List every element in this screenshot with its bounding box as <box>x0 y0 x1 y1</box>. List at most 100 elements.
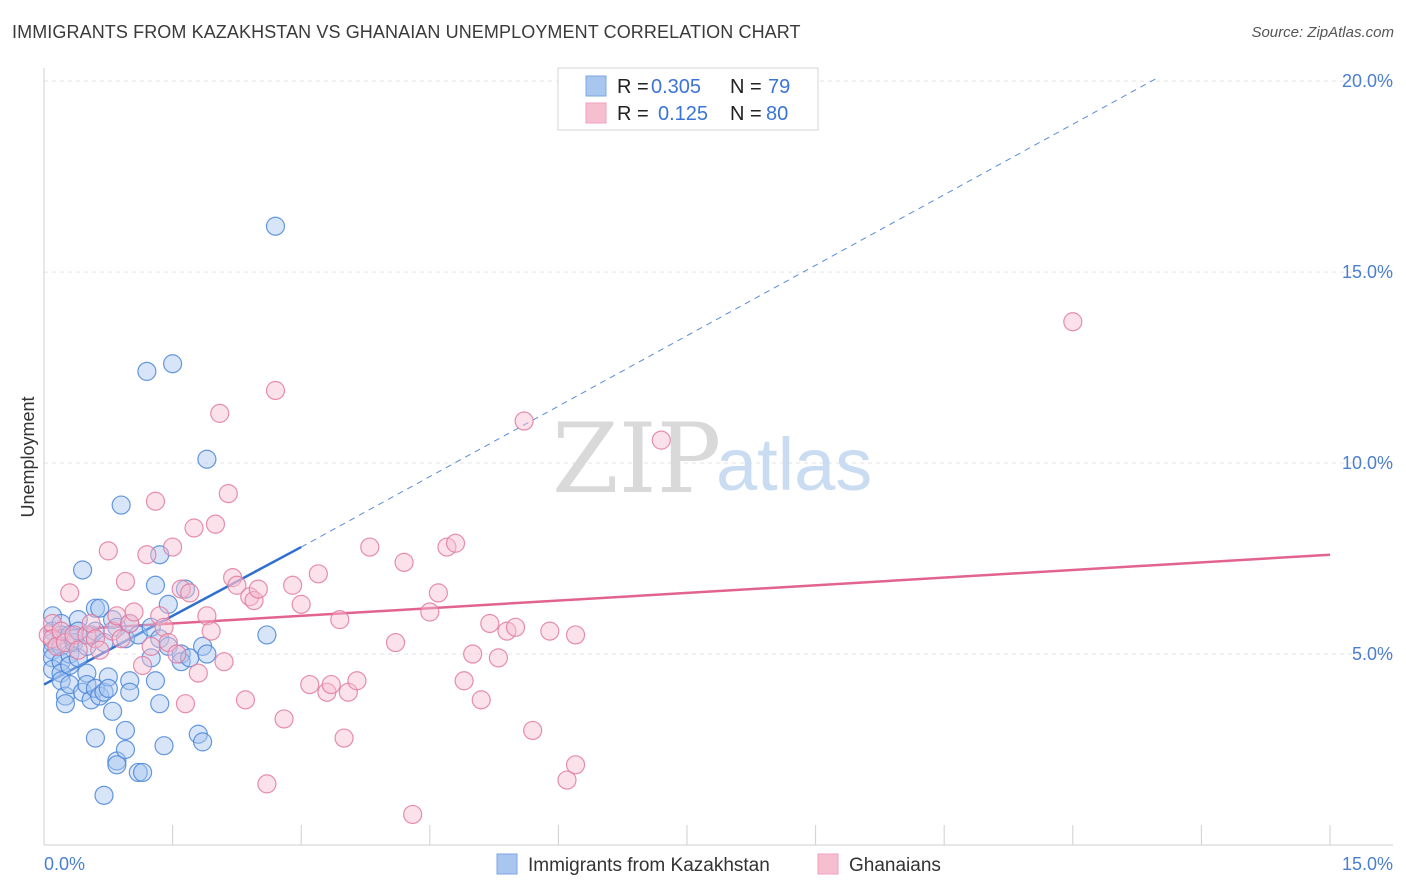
data-point-kazakhstan <box>265 216 286 236</box>
data-point-kazakhstan <box>115 720 136 741</box>
data-point-ghanaians <box>480 613 500 634</box>
data-point-ghanaians <box>51 621 71 641</box>
trend-line-kazakhstan-extrapolated <box>300 76 1159 548</box>
data-point-ghanaians <box>68 640 88 660</box>
data-point-ghanaians <box>124 602 144 622</box>
legend-r-label-blue: R = <box>617 76 649 98</box>
data-point-kazakhstan <box>145 671 166 691</box>
legend-bottom-swatch-pink <box>817 853 839 875</box>
y-tick-labels: 5.0% 10.0% 15.0% 20.0% <box>1342 71 1393 664</box>
data-point-kazakhstan <box>68 610 88 630</box>
data-point-ghanaians <box>321 674 341 695</box>
data-point-ghanaians <box>150 606 170 626</box>
data-point-ghanaians <box>454 671 474 691</box>
legend-n-label-blue: N = <box>730 76 762 98</box>
data-point-ghanaians <box>394 552 414 572</box>
data-point-kazakhstan <box>145 575 166 595</box>
data-point-ghanaians <box>188 663 208 683</box>
data-point-ghanaians <box>514 411 534 431</box>
legend-top: R = 0.305 N = 79 R = 0.125 N = 80 <box>557 67 819 131</box>
data-point-ghanaians <box>1063 312 1083 332</box>
legend-r-value-pink: 0.125 <box>658 103 708 125</box>
data-point-kazakhstan <box>85 598 106 618</box>
watermark-zip: ZIP <box>552 403 721 515</box>
data-point-ghanaians <box>137 545 157 565</box>
data-point-ghanaians <box>132 655 153 676</box>
data-point-ghanaians <box>180 583 200 603</box>
data-point-ghanaians <box>60 583 80 603</box>
data-point-ghanaians <box>471 690 491 710</box>
data-point-ghanaians <box>557 770 577 790</box>
axes <box>43 68 1393 846</box>
data-point-ghanaians <box>565 625 586 645</box>
data-point-ghanaians <box>428 583 448 603</box>
data-point-ghanaians <box>488 648 508 668</box>
data-point-ghanaians <box>90 640 110 660</box>
data-point-ghanaians <box>201 621 221 641</box>
data-point-ghanaians <box>98 541 118 561</box>
x-tick-label-max: 15.0% <box>1342 854 1393 874</box>
data-point-kazakhstan <box>120 682 140 702</box>
data-point-ghanaians <box>218 484 238 504</box>
data-point-ghanaians <box>184 518 204 538</box>
data-point-ghanaians <box>445 533 466 553</box>
data-point-ghanaians <box>651 430 671 450</box>
data-point-kazakhstan <box>72 560 93 580</box>
grid <box>44 80 1393 655</box>
data-point-ghanaians <box>330 610 350 630</box>
data-point-kazakhstan <box>197 449 217 469</box>
data-point-ghanaians <box>334 728 354 748</box>
data-point-ghanaians <box>175 694 196 714</box>
data-point-ghanaians <box>420 602 440 622</box>
data-point-kazakhstan <box>193 732 213 752</box>
legend-n-label-pink: N = <box>730 103 762 125</box>
data-point-ghanaians <box>227 575 247 595</box>
data-point-ghanaians <box>214 652 234 672</box>
data-point-kazakhstan <box>115 739 136 760</box>
data-point-ghanaians <box>523 720 543 741</box>
series-kazakhstan-points <box>42 216 286 805</box>
legend-bottom-label-blue: Immigrants from Kazakhstan <box>528 855 770 876</box>
data-point-ghanaians <box>385 632 406 653</box>
data-point-ghanaians <box>85 629 106 649</box>
data-point-ghanaians <box>244 590 264 611</box>
data-point-kazakhstan <box>150 694 170 714</box>
data-point-kazakhstan <box>85 728 106 748</box>
data-point-ghanaians <box>505 617 526 637</box>
legend-bottom: Immigrants from Kazakhstan Ghanaians <box>496 853 941 876</box>
watermark-atlas: atlas <box>716 423 872 506</box>
data-point-ghanaians <box>145 491 166 511</box>
data-point-kazakhstan <box>257 625 277 645</box>
data-point-kazakhstan <box>137 361 157 381</box>
legend-r-label-pink: R = <box>617 103 649 125</box>
data-point-ghanaians <box>120 613 140 634</box>
legend-n-value-pink: 80 <box>766 103 788 125</box>
data-point-kazakhstan <box>102 701 123 721</box>
data-point-kazakhstan <box>128 762 148 783</box>
y-tick-label: 15.0% <box>1342 262 1393 282</box>
chart-title: IMMIGRANTS FROM KAZAKHSTAN VS GHANAIAN U… <box>12 22 801 42</box>
data-point-ghanaians <box>115 571 136 592</box>
data-point-ghanaians <box>111 629 131 649</box>
data-point-ghanaians <box>360 537 380 557</box>
data-point-ghanaians <box>163 537 183 557</box>
y-tick-label: 10.0% <box>1342 453 1393 473</box>
data-point-ghanaians <box>248 579 268 599</box>
y-tick-label: 5.0% <box>1352 644 1393 664</box>
data-point-kazakhstan <box>120 671 140 691</box>
data-point-kazakhstan <box>197 644 217 664</box>
data-point-ghanaians <box>141 636 161 656</box>
data-point-ghanaians <box>565 755 586 775</box>
data-point-ghanaians <box>403 804 423 825</box>
data-point-kazakhstan <box>132 762 153 783</box>
data-point-ghanaians <box>235 690 256 710</box>
legend-swatch-blue <box>585 75 607 97</box>
y-axis-label: Unemployment <box>18 396 38 517</box>
legend-n-value-blue: 79 <box>768 76 790 98</box>
legend-r-value-blue: 0.305 <box>651 76 701 98</box>
data-point-ghanaians <box>257 774 277 794</box>
data-point-ghanaians <box>291 594 311 614</box>
y-tick-label: 20.0% <box>1342 71 1393 91</box>
data-point-kazakhstan <box>111 495 131 515</box>
